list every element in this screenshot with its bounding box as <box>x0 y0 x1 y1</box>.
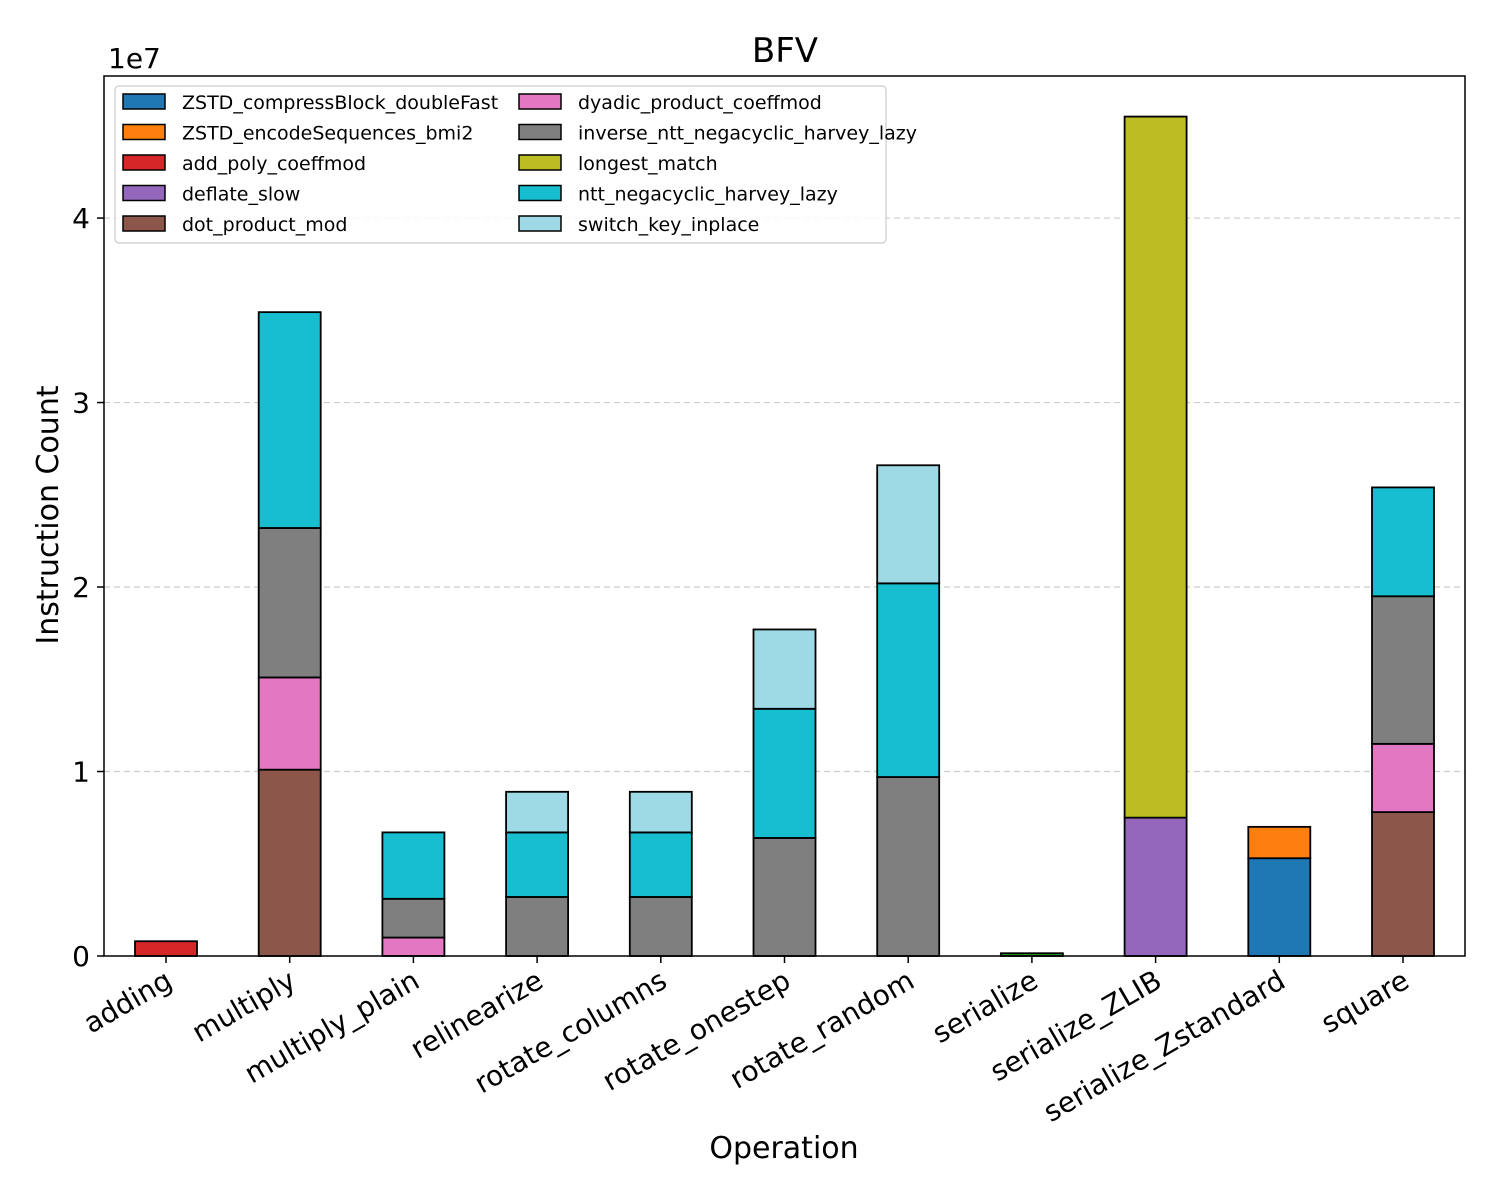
legend-swatch <box>122 184 166 202</box>
bar-rotate_onestep-inverse_ntt_negacyclic_harvey_lazy <box>752 837 817 957</box>
legend-label: inverse_ntt_negacyclic_harvey_lazy <box>578 123 917 145</box>
legend-label: deflate_slow <box>182 184 300 206</box>
legend-box <box>114 85 887 244</box>
bar-rotate_columns-ntt_negacyclic_harvey_lazy <box>628 831 693 898</box>
bar-square-inverse_ntt_negacyclic_harvey_lazy <box>1371 595 1435 745</box>
bar-square-dot_product_mod <box>1371 811 1435 957</box>
y-tick-label: 1 <box>72 756 90 789</box>
legend-swatch <box>518 215 562 232</box>
legend-label: ntt_negacyclic_harvey_lazy <box>578 184 838 206</box>
bar-relinearize-switch_key_inplace <box>505 790 570 834</box>
y-axis-label: Instruction Count <box>31 385 66 644</box>
bar-rotate_random-ntt_negacyclic_harvey_lazy <box>876 582 941 778</box>
bar-rotate_random-inverse_ntt_negacyclic_harvey_lazy <box>876 776 941 957</box>
x-axis: adding multiplymultiply_plainrelinearizer… <box>78 956 1415 1129</box>
x-axis-label: Operation <box>709 1131 858 1166</box>
bar-rotate_columns-inverse_ntt_negacyclic_harvey_lazy <box>628 896 693 957</box>
bar-multiply_plain-dyadic_product_coeffmod <box>381 936 446 957</box>
bar-rotate_random-switch_key_inplace <box>876 464 941 585</box>
legend-swatch <box>122 123 166 141</box>
legend-swatch <box>122 215 166 232</box>
bar-serialize_Zstandard-ZSTD_encodeSequences_bmi2 <box>1247 825 1312 860</box>
bar-rotate_onestep-ntt_negacyclic_harvey_lazy <box>752 707 817 839</box>
bar-relinearize-ntt_negacyclic_harvey_lazy <box>505 831 570 898</box>
legend-swatch <box>518 154 562 171</box>
bar-rotate_onestep-switch_key_inplace <box>752 628 817 710</box>
bar-multiply-dyadic_product_coeffmod <box>257 676 322 771</box>
legend-label: longest_match <box>578 153 718 175</box>
legend-swatch <box>518 123 562 141</box>
y-multiplier-label: 1e7 <box>108 42 161 75</box>
legend-label: add_poly_coeffmod <box>182 153 366 175</box>
legend-label: ZSTD_compressBlock_doubleFast <box>182 92 498 114</box>
bar-serialize_ZLIB-longest_match <box>1123 115 1188 819</box>
y-tick-label: 4 <box>72 202 90 235</box>
legend-swatch <box>122 93 166 110</box>
bar-multiply_plain-inverse_ntt_negacyclic_harvey_lazy <box>381 897 446 939</box>
legend-label: switch_key_inplace <box>578 214 759 236</box>
bar-rotate_columns-switch_key_inplace <box>628 790 693 834</box>
bar-adding-add_poly_coeffmod <box>134 940 198 957</box>
bar-multiply_plain-ntt_negacyclic_harvey_lazy <box>381 831 446 900</box>
y-tick-label: 3 <box>72 387 90 420</box>
bar-multiply-dot_product_mod <box>257 768 322 957</box>
x-tick-label: square <box>1315 963 1414 1039</box>
legend-swatch <box>518 184 562 202</box>
legend-label: dyadic_product_coeffmod <box>578 92 822 114</box>
bar-serialize_ZLIB-deflate_slow <box>1123 816 1188 957</box>
bar-relinearize-inverse_ntt_negacyclic_harvey_lazy <box>505 896 570 957</box>
bar-multiply-ntt_negacyclic_harvey_lazy <box>257 311 322 529</box>
bar-square-ntt_negacyclic_harvey_lazy <box>1371 486 1435 598</box>
legend-label: ZSTD_encodeSequences_bmi2 <box>182 123 473 145</box>
legend-label: dot_product_mod <box>182 214 347 236</box>
y-tick-label: 0 <box>72 940 90 973</box>
legend-swatch <box>518 93 562 110</box>
chart-title: BFV <box>752 31 818 71</box>
bar-square-dyadic_product_coeffmod <box>1371 742 1435 814</box>
y-axis: 0 1 2 3 4 <box>72 202 104 973</box>
bar-serialize_Zstandard-ZSTD_compressBlock_doubleFast <box>1247 857 1312 957</box>
x-tick-label: adding <box>78 963 178 1040</box>
bar-multiply-inverse_ntt_negacyclic_harvey_lazy <box>257 527 322 679</box>
y-tick-label: 2 <box>72 571 90 604</box>
legend-swatch <box>122 154 166 171</box>
bars-layer <box>134 115 1435 957</box>
legend: ZSTD_compressBlock_doubleFast ZSTD_encode… <box>114 85 917 244</box>
